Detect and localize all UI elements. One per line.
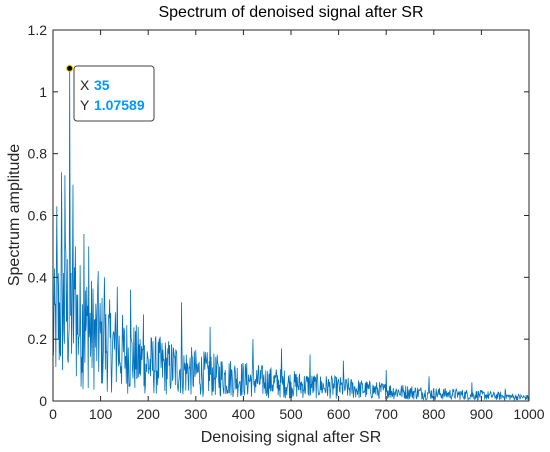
x-tick-label: 700 — [375, 406, 399, 422]
y-tick-label: 0 — [39, 393, 47, 409]
data-tip-x-value: 35 — [94, 77, 110, 93]
series-layer — [52, 68, 530, 402]
x-tick-label: 400 — [232, 406, 256, 422]
data-tip[interactable]: X 35 Y 1.07589 — [73, 65, 155, 122]
y-tick-label: 0.4 — [28, 269, 48, 285]
data-tip-x-key: X — [80, 77, 90, 93]
x-tick-label: 900 — [470, 406, 494, 422]
y-tick-label: 0.8 — [28, 146, 48, 162]
x-tick-label: 1000 — [513, 406, 544, 422]
x-tick-label: 100 — [89, 406, 113, 422]
spectrum-series-line — [52, 68, 530, 402]
y-tick-label: 0.2 — [28, 331, 48, 347]
y-axis-label: Spectrum amplitude — [6, 144, 23, 286]
x-tick-label: 500 — [279, 406, 303, 422]
x-axis-label: Denoising signal after SR — [201, 429, 382, 446]
y-axis-ticks: 0 0.2 0.4 0.6 0.8 1 1.2 — [28, 22, 529, 409]
data-tip-marker[interactable] — [66, 64, 74, 72]
x-tick-label: 800 — [422, 406, 446, 422]
y-tick-label: 0.6 — [28, 208, 48, 224]
y-tick-label: 1.2 — [28, 22, 48, 38]
y-tick-label: 1 — [39, 84, 47, 100]
x-tick-label: 200 — [137, 406, 161, 422]
chart-title: Spectrum of denoised signal after SR — [158, 4, 423, 21]
x-tick-label: 300 — [184, 406, 208, 422]
data-tip-y-key: Y — [80, 97, 90, 113]
data-tip-y-value: 1.07589 — [94, 97, 145, 113]
x-axis-ticks: 0 100 200 300 400 500 600 700 800 900 1000 — [49, 30, 545, 422]
x-tick-label: 0 — [49, 406, 57, 422]
data-tip-box — [73, 65, 155, 122]
x-tick-label: 600 — [327, 406, 351, 422]
